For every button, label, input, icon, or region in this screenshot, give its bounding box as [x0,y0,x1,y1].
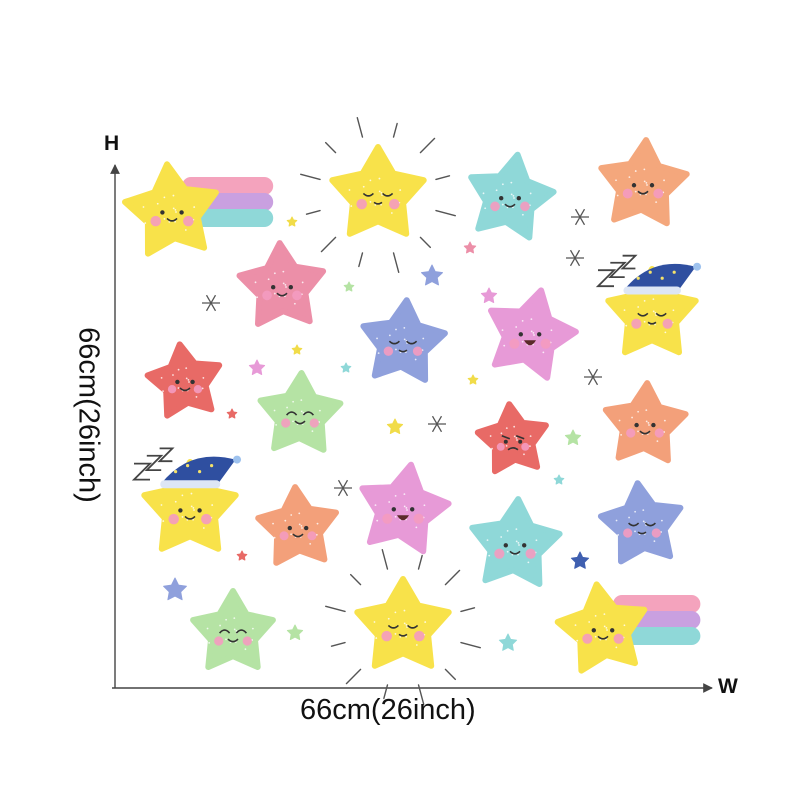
small-star [498,633,518,651]
sparkle [584,368,602,386]
star-character [236,240,327,327]
small-star [421,264,443,286]
small-star [570,551,590,569]
small-star [564,429,582,445]
star-character [468,151,557,241]
sun-rays [300,117,456,273]
small-star [236,550,248,561]
small-star [553,474,565,485]
star-character [595,254,702,356]
zzz-mark [131,447,175,481]
sparkle [334,479,352,497]
decorations-layer [163,208,602,651]
height-measurement-label: 66cm(26inch) [72,327,105,503]
small-star [248,359,266,375]
small-star [340,362,352,373]
star-character [257,370,344,453]
small-star [343,281,355,292]
sparkle [202,294,220,312]
sparkle [428,415,446,433]
star-character [360,297,448,383]
small-star [286,624,304,640]
star-character [602,380,689,464]
star-character [554,581,701,674]
stars-layer [122,117,702,705]
small-star [286,216,298,227]
width-measurement-label: 66cm(26inch) [300,694,476,726]
star-character [359,461,452,555]
star-character [597,480,684,565]
sparkle [566,249,584,267]
star-character [474,401,549,475]
star-character [255,484,339,566]
sparkle [571,208,589,226]
star-character [598,137,690,227]
star-character [325,549,481,705]
star-character [131,447,242,552]
zzz-mark [595,254,638,288]
star-character [488,287,579,381]
star-character [469,496,563,587]
sun-rays [325,549,481,705]
nightcap [623,262,702,295]
star-character [122,161,274,257]
star-character [144,341,223,419]
small-star [226,408,238,419]
small-star [480,287,498,303]
width-axis-letter: W [718,675,738,698]
small-star [463,241,477,254]
small-star [163,577,187,601]
star-character [300,117,456,273]
nightcap [160,455,242,489]
height-axis-letter: H [104,132,120,155]
small-star [291,344,303,355]
star-character [190,588,276,670]
small-star [386,418,404,434]
small-star [467,374,479,385]
